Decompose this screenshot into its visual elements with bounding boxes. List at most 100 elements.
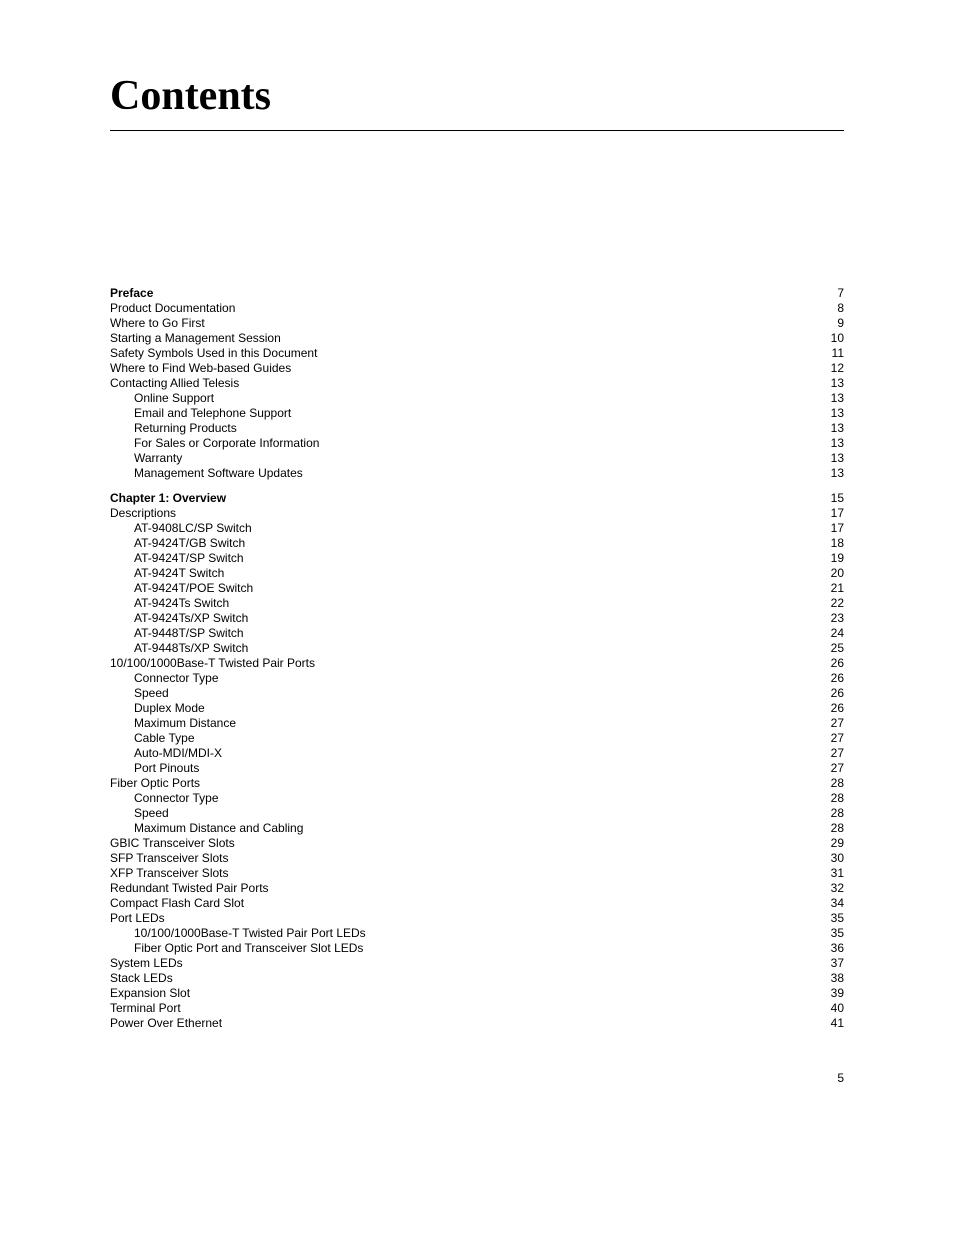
toc-row: Speed 26 xyxy=(110,686,844,701)
toc-page: 27 xyxy=(824,716,844,731)
toc-page: 10 xyxy=(824,331,844,346)
toc-row: Contacting Allied Telesis13 xyxy=(110,376,844,391)
toc-row: Connector Type26 xyxy=(110,671,844,686)
toc-label: Fiber Optic Port and Transceiver Slot LE… xyxy=(134,941,363,956)
table-of-contents: Preface7Product Documentation8Where to G… xyxy=(110,286,844,1031)
toc-page: 26 xyxy=(824,686,844,701)
toc-page: 13 xyxy=(824,466,844,481)
toc-label: Auto-MDI/MDI-X xyxy=(134,746,222,761)
toc-label: Email and Telephone Support xyxy=(134,406,291,421)
toc-page: 41 xyxy=(824,1016,844,1031)
toc-label: Chapter 1: Overview xyxy=(110,491,226,506)
toc-label: Stack LEDs xyxy=(110,971,173,986)
toc-label: Management Software Updates xyxy=(134,466,303,481)
toc-page: 24 xyxy=(824,626,844,641)
toc-label: Safety Symbols Used in this Document xyxy=(110,346,317,361)
toc-label: Where to Find Web-based Guides xyxy=(110,361,291,376)
toc-label: AT-9424T/SP Switch xyxy=(134,551,244,566)
toc-row: AT-9424Ts/XP Switch 23 xyxy=(110,611,844,626)
toc-page: 13 xyxy=(824,376,844,391)
toc-row: Chapter 1: Overview15 xyxy=(110,491,844,506)
toc-label: AT-9424T/POE Switch xyxy=(134,581,253,596)
toc-page: 27 xyxy=(824,761,844,776)
toc-label: Product Documentation xyxy=(110,301,235,316)
page: Contents Preface7Product Documentation8W… xyxy=(0,0,954,1135)
toc-label: Speed xyxy=(134,686,169,701)
toc-page: 13 xyxy=(824,391,844,406)
toc-row: Warranty 13 xyxy=(110,451,844,466)
toc-row: AT-9424T/GB Switch18 xyxy=(110,536,844,551)
toc-page: 40 xyxy=(824,1001,844,1016)
toc-page: 17 xyxy=(824,521,844,536)
toc-label: 10/100/1000Base-T Twisted Pair Port LEDs xyxy=(134,926,366,941)
toc-row: Product Documentation 8 xyxy=(110,301,844,316)
toc-row: GBIC Transceiver Slots29 xyxy=(110,836,844,851)
toc-page: 27 xyxy=(824,746,844,761)
toc-label: XFP Transceiver Slots xyxy=(110,866,229,881)
toc-row: Email and Telephone Support 13 xyxy=(110,406,844,421)
toc-row: SFP Transceiver Slots30 xyxy=(110,851,844,866)
toc-label: Speed xyxy=(134,806,169,821)
toc-label: AT-9424T Switch xyxy=(134,566,224,581)
toc-page: 12 xyxy=(824,361,844,376)
toc-row: Safety Symbols Used in this Document 11 xyxy=(110,346,844,361)
toc-page: 13 xyxy=(824,421,844,436)
toc-row: AT-9408LC/SP Switch17 xyxy=(110,521,844,536)
toc-page: 26 xyxy=(824,671,844,686)
toc-row: Maximum Distance and Cabling 28 xyxy=(110,821,844,836)
toc-row: Speed 28 xyxy=(110,806,844,821)
toc-label: Maximum Distance and Cabling xyxy=(134,821,303,836)
toc-label: System LEDs xyxy=(110,956,183,971)
toc-label: Where to Go First xyxy=(110,316,205,331)
toc-page: 13 xyxy=(824,406,844,421)
toc-page: 28 xyxy=(824,776,844,791)
toc-page: 26 xyxy=(824,701,844,716)
toc-row: 10/100/1000Base-T Twisted Pair Ports 26 xyxy=(110,656,844,671)
toc-page: 37 xyxy=(824,956,844,971)
toc-page: 35 xyxy=(824,926,844,941)
toc-row: Online Support 13 xyxy=(110,391,844,406)
toc-row: Fiber Optic Ports 28 xyxy=(110,776,844,791)
toc-row: Duplex Mode 26 xyxy=(110,701,844,716)
toc-page: 17 xyxy=(824,506,844,521)
toc-label: SFP Transceiver Slots xyxy=(110,851,229,866)
toc-label: Expansion Slot xyxy=(110,986,190,1001)
toc-page: 28 xyxy=(824,791,844,806)
toc-label: Descriptions xyxy=(110,506,176,521)
toc-label: Warranty xyxy=(134,451,182,466)
toc-page: 19 xyxy=(824,551,844,566)
toc-row: Descriptions 17 xyxy=(110,506,844,521)
toc-page: 38 xyxy=(824,971,844,986)
toc-row: Terminal Port 40 xyxy=(110,1001,844,1016)
toc-row: Auto-MDI/MDI-X 27 xyxy=(110,746,844,761)
toc-label: Port Pinouts xyxy=(134,761,199,776)
toc-label: For Sales or Corporate Information xyxy=(134,436,319,451)
toc-page: 20 xyxy=(824,566,844,581)
toc-label: Online Support xyxy=(134,391,214,406)
toc-row: System LEDs 37 xyxy=(110,956,844,971)
toc-page: 36 xyxy=(824,941,844,956)
toc-label: AT-9448T/SP Switch xyxy=(134,626,244,641)
toc-page: 11 xyxy=(824,346,844,361)
toc-page: 22 xyxy=(824,596,844,611)
toc-page: 23 xyxy=(824,611,844,626)
toc-page: 32 xyxy=(824,881,844,896)
toc-page: 39 xyxy=(824,986,844,1001)
toc-label: Connector Type xyxy=(134,791,219,806)
toc-row: AT-9424T Switch 20 xyxy=(110,566,844,581)
toc-label: Fiber Optic Ports xyxy=(110,776,200,791)
toc-label: Terminal Port xyxy=(110,1001,181,1016)
toc-row: Cable Type27 xyxy=(110,731,844,746)
toc-page: 13 xyxy=(824,451,844,466)
page-title: Contents xyxy=(110,72,844,120)
toc-page: 27 xyxy=(824,731,844,746)
toc-page: 8 xyxy=(824,301,844,316)
toc-page: 28 xyxy=(824,806,844,821)
toc-label: Duplex Mode xyxy=(134,701,205,716)
toc-row: Returning Products13 xyxy=(110,421,844,436)
toc-page: 26 xyxy=(824,656,844,671)
toc-label: 10/100/1000Base-T Twisted Pair Ports xyxy=(110,656,315,671)
toc-row: AT-9448T/SP Switch 24 xyxy=(110,626,844,641)
toc-label: AT-9424Ts/XP Switch xyxy=(134,611,248,626)
toc-page: 28 xyxy=(824,821,844,836)
